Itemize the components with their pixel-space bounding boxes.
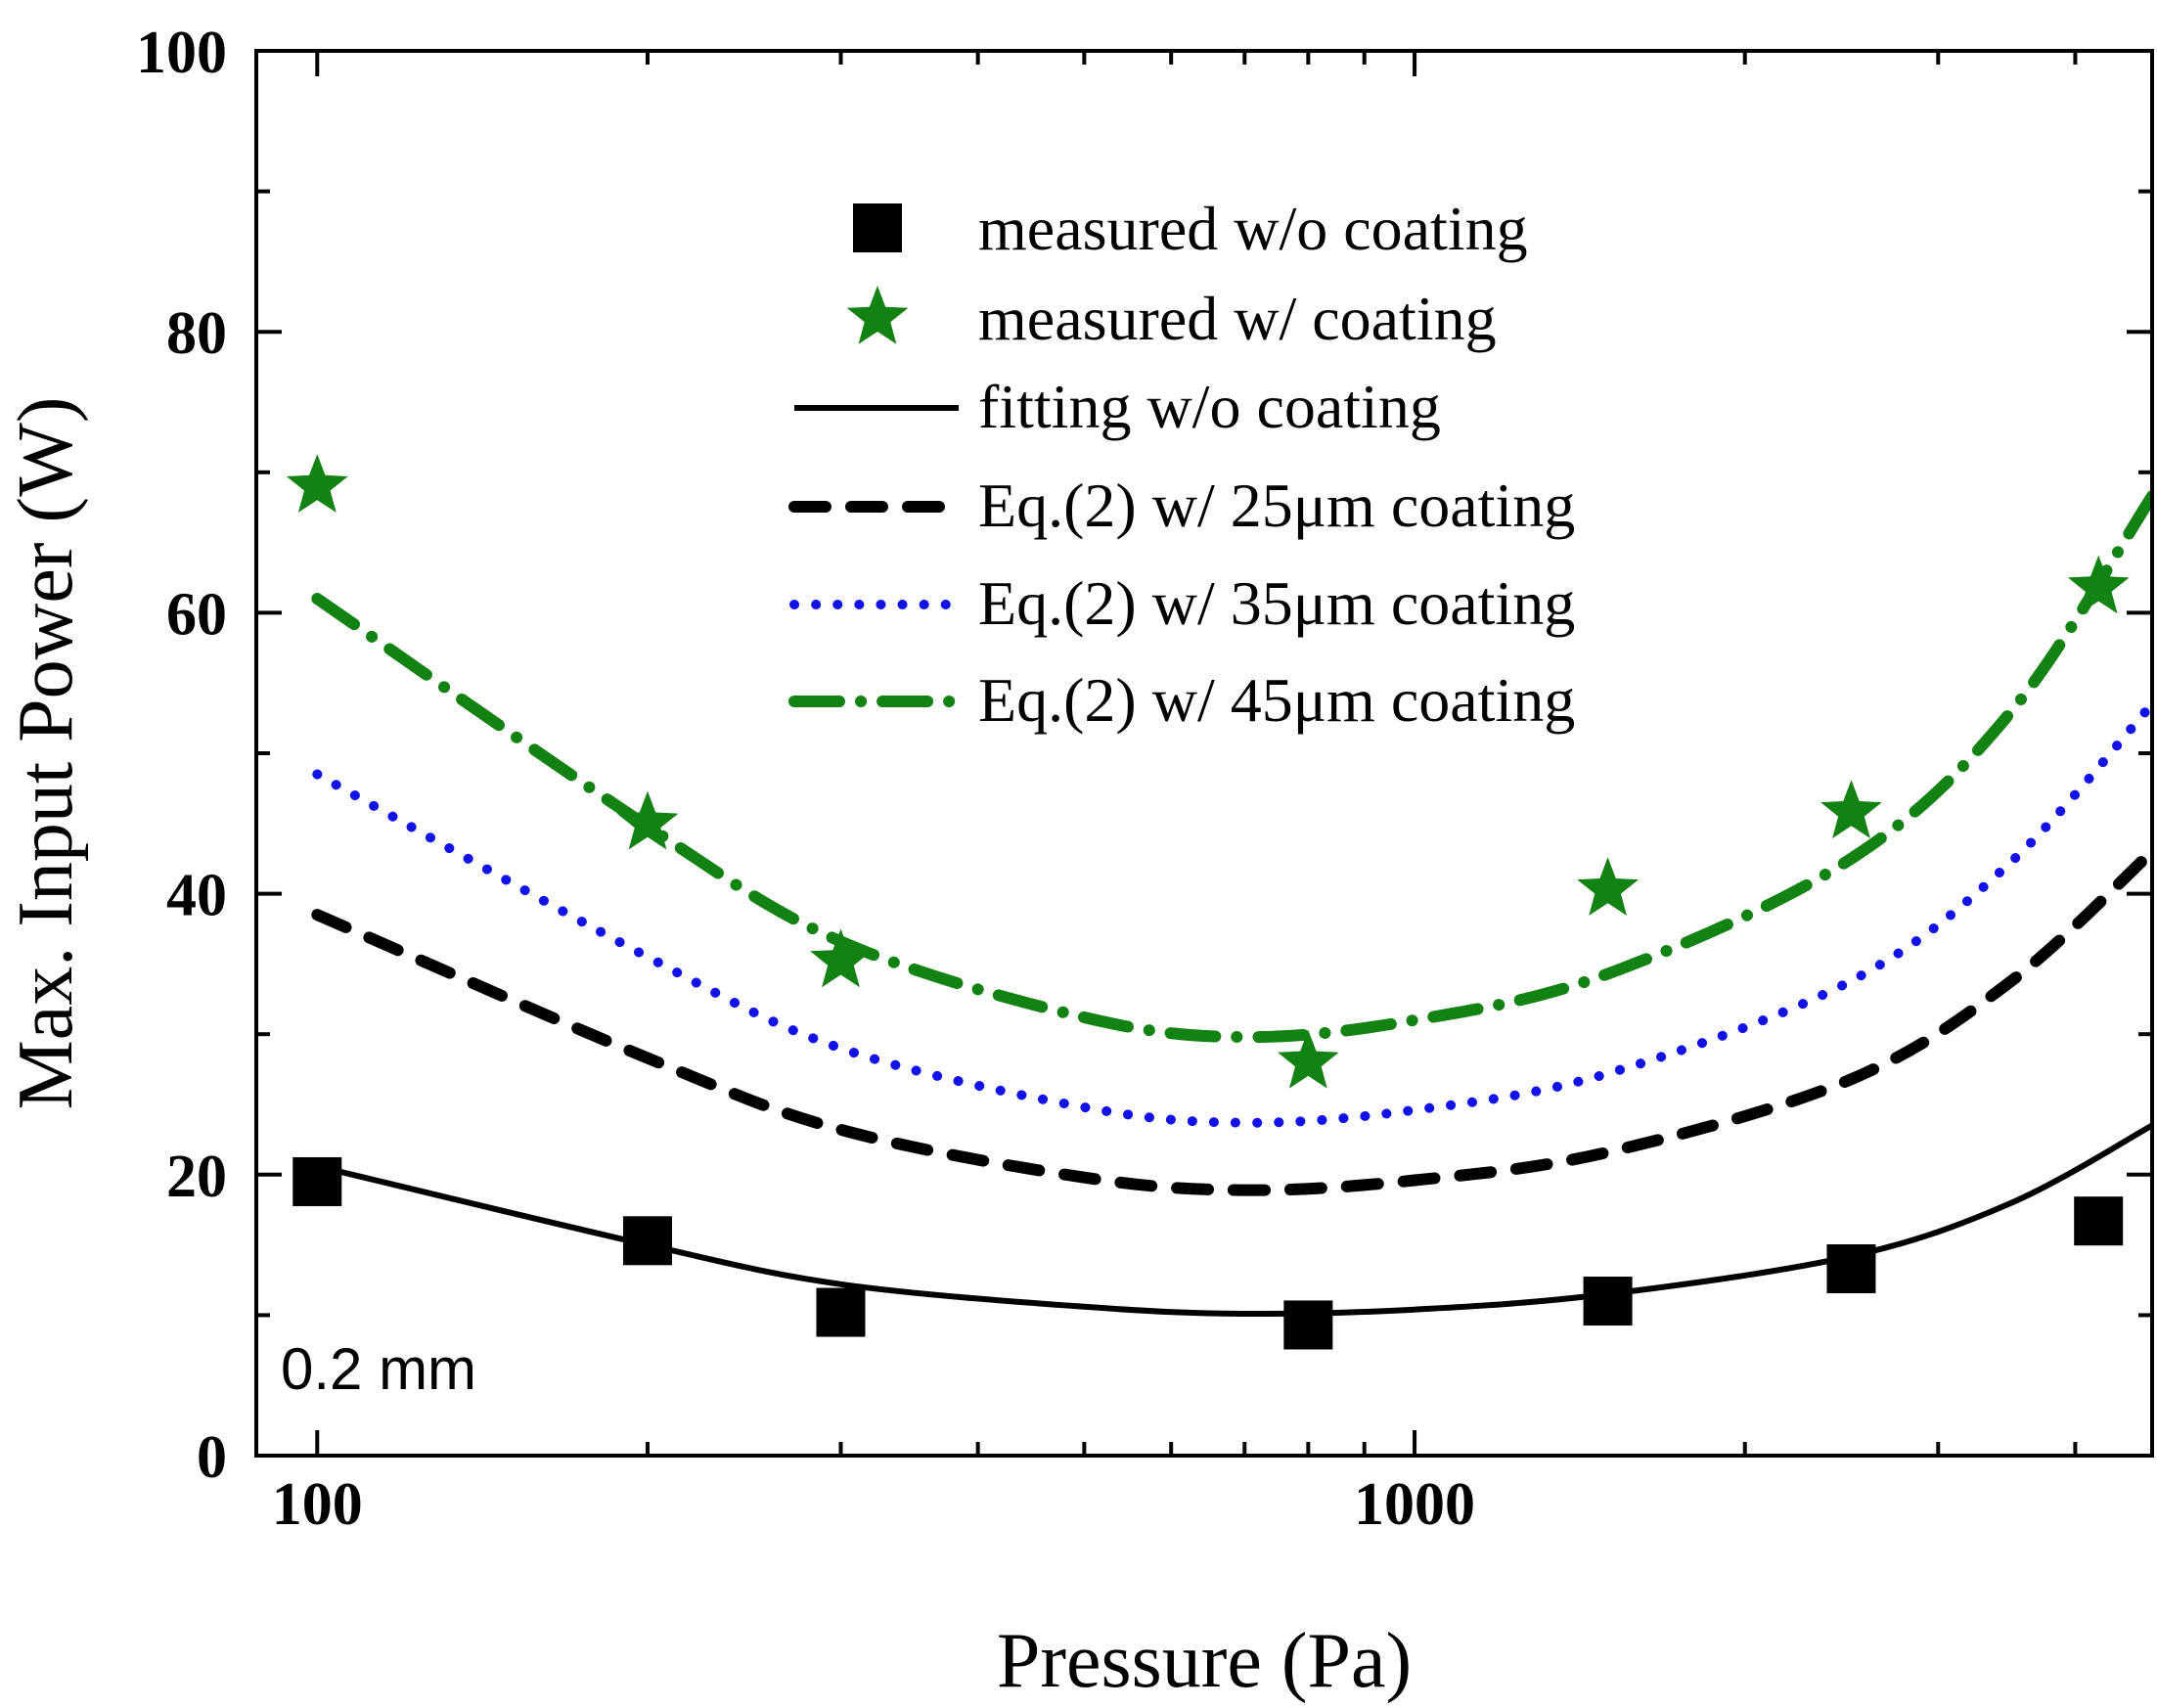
data-point-star <box>1820 780 1882 838</box>
y-tick-label: 100 <box>136 20 227 86</box>
tick-layer <box>256 49 2152 1458</box>
data-point-square <box>622 1216 672 1266</box>
series-line-dash <box>311 845 2152 1196</box>
legend-label: Eq.(2) w/ 35μm coating <box>978 568 1575 638</box>
marker-layer <box>286 454 2130 1350</box>
series-line-dashdot <box>311 490 2152 1044</box>
y-axis-title: Max. Input Power (W) <box>3 397 89 1110</box>
legend-label: fitting w/o coating <box>978 372 1441 441</box>
legend-label: Eq.(2) w/ 45μm coating <box>978 665 1575 735</box>
x-tick-label: 100 <box>272 1471 363 1538</box>
data-point-square <box>1826 1244 1876 1294</box>
data-point-square <box>816 1287 866 1337</box>
data-point-star <box>286 454 348 513</box>
x-axis-title: Pressure (Pa) <box>997 1618 1412 1704</box>
data-point-star <box>2067 555 2130 614</box>
data-point-star <box>810 928 872 988</box>
legend-symbol-star <box>846 286 909 344</box>
y-tick-label: 0 <box>197 1424 227 1491</box>
data-point-star <box>616 790 679 850</box>
data-point-star <box>1577 857 1639 916</box>
x-tick-label: 1000 <box>1354 1471 1475 1538</box>
legend-label: measured w/ coating <box>978 284 1497 353</box>
data-point-square <box>1283 1300 1333 1350</box>
y-tick-label: 60 <box>166 581 227 648</box>
y-tick-label: 40 <box>166 863 227 929</box>
annotation-label: 0.2 mm <box>281 1336 476 1402</box>
data-point-square <box>1583 1277 1633 1326</box>
data-point-square <box>292 1156 342 1206</box>
legend-symbol-square <box>853 203 902 252</box>
data-point-star <box>1278 1029 1339 1089</box>
tick-label-layer: 100 1000 0 20 40 60 80 100 <box>136 20 1475 1538</box>
data-point-square <box>2074 1196 2124 1246</box>
y-tick-label: 20 <box>166 1144 227 1210</box>
legend-label: Eq.(2) w/ 25μm coating <box>978 471 1575 540</box>
legend: measured w/o coating measured w/ coating f… <box>788 194 1575 735</box>
legend-label: measured w/o coating <box>978 194 1528 263</box>
y-tick-label: 80 <box>166 300 227 367</box>
